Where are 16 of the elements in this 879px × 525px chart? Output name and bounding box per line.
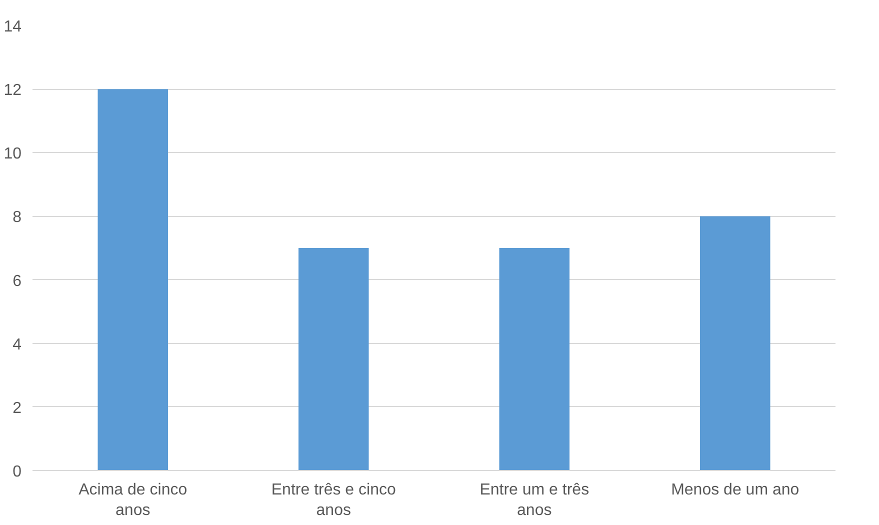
y-tick-label: 2 [12,400,22,417]
y-tick-label: 10 [4,146,22,163]
x-tick-label: Acima de cinco anos [78,482,188,519]
bar [298,248,369,470]
x-tick-label: Entre três e cinco anos [271,482,396,519]
bar [700,216,770,470]
x-tick-label: Entre um e três anos [480,482,590,519]
bar [98,89,168,470]
y-tick-label: 14 [4,18,22,36]
y-tick-label: 4 [12,336,22,354]
x-tick-label: Menos de um ano [671,482,800,498]
y-tick-label: 8 [12,209,22,226]
y-tick-label: 12 [4,82,22,100]
y-tick-label: 0 [12,464,22,480]
y-tick-label: 6 [12,272,22,290]
bar [499,248,570,470]
